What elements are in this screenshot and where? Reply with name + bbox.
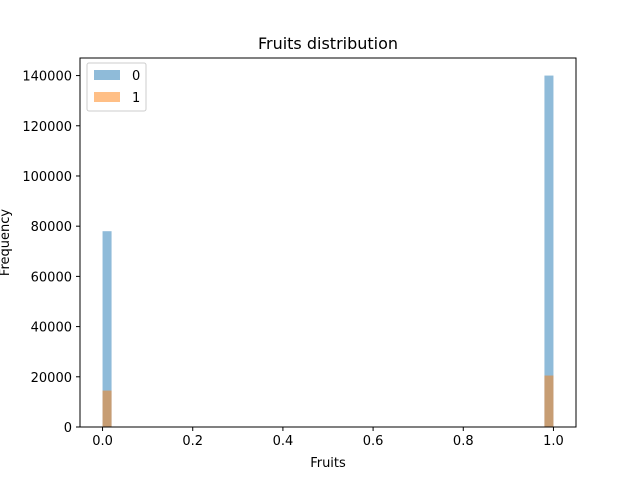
legend-label-1: 1: [132, 91, 140, 106]
y-tick-label: 80000: [31, 220, 72, 235]
y-tick-label: 100000: [22, 170, 72, 185]
y-tick-label: 20000: [31, 371, 72, 386]
x-tick-label: 0.4: [273, 434, 294, 449]
y-tick-label: 60000: [31, 270, 72, 285]
x-axis-label: Fruits: [310, 456, 346, 471]
y-tick-label: 140000: [22, 70, 72, 85]
bar-series-1-bin-0: [102, 390, 112, 427]
x-axis: 0.0 0.2 0.4 0.6 0.8 1.0: [92, 427, 564, 449]
bars-layer: [102, 75, 554, 428]
y-axis-label: Frequency: [0, 209, 13, 276]
y-tick-label: 0: [64, 421, 72, 436]
bar-series-0-bin-1: [544, 75, 554, 428]
y-tick-label: 40000: [31, 321, 72, 336]
x-tick-label: 0.6: [363, 434, 384, 449]
x-tick-label: 0.2: [182, 434, 203, 449]
legend-swatch-1: [94, 92, 120, 102]
y-axis: 0 20000 40000 60000 80000 100000 120000 140000: [22, 70, 80, 436]
x-tick-label: 1.0: [543, 434, 564, 449]
plot-frame: [79, 57, 577, 428]
legend: 01: [86, 62, 147, 112]
chart-title: Fruits distribution: [258, 34, 398, 53]
x-tick-label: 0.8: [453, 434, 474, 449]
y-tick-label: 120000: [22, 120, 72, 135]
bar-series-0-bin-0: [102, 231, 112, 427]
legend-label-0: 0: [132, 69, 140, 84]
bar-series-1-bin-1: [544, 375, 554, 427]
legend-swatch-0: [94, 70, 120, 80]
x-tick-label: 0.0: [92, 434, 113, 449]
